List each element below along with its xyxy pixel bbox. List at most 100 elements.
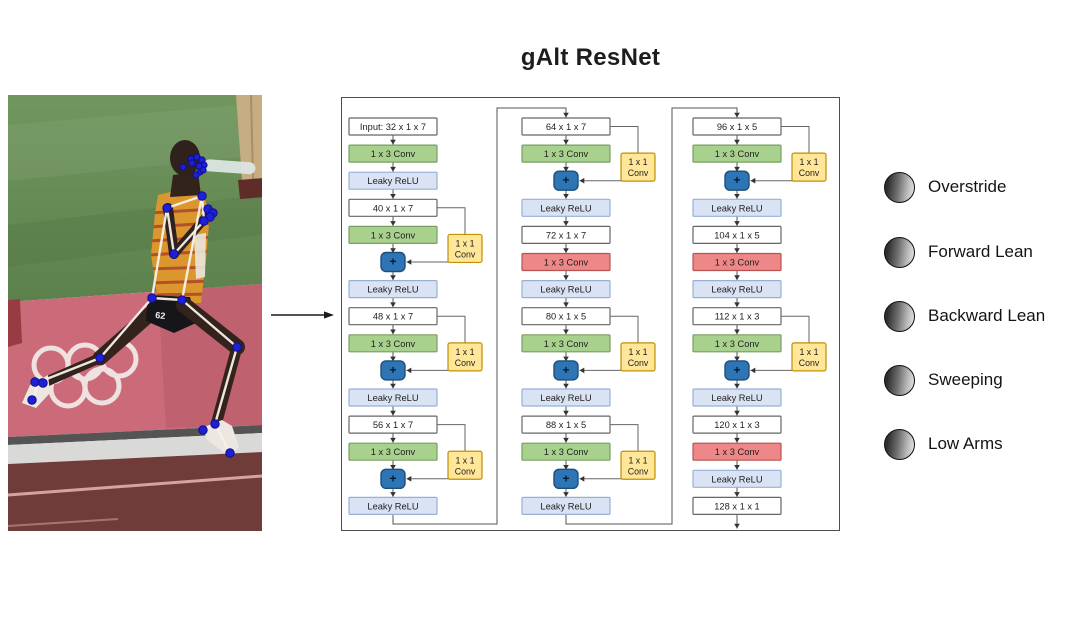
arrowhead-icon — [390, 302, 396, 308]
arrowhead-icon — [563, 248, 569, 253]
arrowhead-icon — [563, 221, 569, 226]
net-box-label: 104 x 1 x 5 — [714, 230, 759, 240]
net-box-relu — [692, 469, 782, 488]
net-box-label: + — [562, 173, 569, 187]
skip-conv-box — [620, 342, 656, 372]
pose-bone — [98, 296, 154, 360]
arrowhead-icon — [734, 492, 740, 497]
net-box-add — [724, 170, 750, 191]
net-box-label: Leaky ReLU — [367, 501, 418, 511]
net-box-label: Conv — [628, 358, 649, 368]
net-box-label: Conv — [799, 358, 820, 368]
pose-face-keypoint — [192, 171, 200, 179]
arrowhead-icon — [324, 311, 334, 319]
pose-bone — [213, 422, 232, 455]
net-box-add — [553, 360, 579, 381]
pose-keypoint — [27, 395, 37, 405]
lane-line — [8, 474, 262, 497]
arrowhead-icon — [563, 492, 569, 497]
pose-bone — [37, 356, 102, 384]
net-box-label: 112 x 1 x 3 — [715, 312, 760, 322]
net-box-label: Conv — [799, 168, 820, 178]
arrowhead-icon — [734, 139, 740, 145]
net-box-relu — [692, 198, 782, 217]
net-box-label: Input: 32 x 1 x 7 — [360, 122, 426, 132]
net-box-conv — [348, 442, 438, 461]
pose-bone — [165, 194, 204, 210]
lane-line — [8, 518, 119, 527]
output-node-icon — [884, 300, 915, 332]
jersey-white-panel — [194, 233, 206, 279]
pose-bone — [180, 298, 239, 349]
net-box-label: Leaky ReLU — [367, 285, 418, 295]
net-box-label: 88 x 1 x 5 — [546, 420, 586, 430]
pose-keypoint — [199, 216, 209, 226]
net-box-label: 1 x 1 — [628, 347, 647, 357]
pose-keypoint — [225, 448, 235, 458]
arrowhead-icon — [734, 437, 740, 443]
runner-pose-photo: 62 — [8, 95, 262, 531]
net-box-label: 1 x 3 Conv — [715, 258, 760, 268]
barrier-red-patch — [8, 299, 22, 347]
net-box-conv — [521, 442, 611, 461]
pose-bone — [213, 345, 239, 426]
arrowhead-icon — [406, 476, 412, 482]
arrowhead-icon — [563, 194, 569, 199]
pose-keypoint — [169, 249, 179, 259]
net-box-relu — [348, 280, 438, 299]
arrowhead-icon — [579, 177, 585, 184]
arrowhead-icon — [390, 437, 396, 443]
net-box-conv — [692, 334, 782, 353]
net-box-conv_stride — [692, 252, 782, 272]
net-box-relu — [692, 388, 782, 407]
net-box-label: 1 x 3 Conv — [544, 258, 589, 268]
arrowhead-icon — [734, 356, 740, 362]
net-box-label: 1 x 3 Conv — [715, 447, 760, 457]
net-connectors — [341, 97, 840, 531]
arrowhead-icon — [579, 367, 585, 374]
output-node-icon — [884, 428, 915, 460]
official-leg — [236, 95, 262, 180]
net-box-add — [380, 251, 406, 273]
pose-keypoint — [210, 419, 220, 429]
output-label: Sweeping — [928, 370, 1003, 389]
net-box-label: Leaky ReLU — [540, 393, 591, 403]
net-box-label: Leaky ReLU — [367, 176, 418, 186]
arrowhead-icon — [390, 221, 396, 226]
arrowhead-icon — [579, 476, 585, 482]
arrowhead-icon — [390, 166, 396, 172]
net-box-dim — [521, 415, 611, 434]
net-box-label: Leaky ReLU — [540, 285, 591, 295]
net-box-label: + — [562, 471, 569, 485]
net-box-label: + — [733, 363, 740, 377]
arrowhead-icon — [563, 112, 569, 118]
skip-conv-box — [620, 450, 656, 480]
pose-keypoint — [177, 295, 187, 305]
net-box-label: + — [562, 363, 569, 377]
output-item-backward-lean: Backward Lean — [884, 300, 1045, 332]
net-box-add — [553, 170, 579, 191]
arrowhead-icon — [563, 410, 569, 416]
net-box-label: 120 x 1 x 3 — [714, 420, 759, 430]
net-box-label: Conv — [628, 168, 649, 178]
arrowhead-icon — [734, 329, 740, 335]
output-node-icon — [884, 364, 915, 396]
arrowhead-icon — [734, 383, 740, 389]
arrowhead-icon — [734, 194, 740, 199]
arrowhead-icon — [563, 465, 569, 470]
net-box-relu — [521, 280, 611, 299]
head — [170, 140, 200, 176]
arrowhead-icon — [734, 302, 740, 308]
net-box-relu — [521, 388, 611, 407]
arrowhead-icon — [390, 248, 396, 253]
skip-conv-box — [791, 342, 827, 372]
net-box-label: 40 x 1 x 7 — [373, 203, 413, 213]
output-node-icon — [884, 171, 915, 203]
net-box-label: 1 x 3 Conv — [371, 447, 416, 457]
pose-bone — [150, 296, 184, 302]
skip-conv-box — [791, 152, 827, 182]
net-box-conv_stride — [692, 442, 782, 461]
arrowhead-icon — [390, 329, 396, 335]
net-box-dim — [692, 117, 782, 136]
net-box-relu — [348, 171, 438, 190]
